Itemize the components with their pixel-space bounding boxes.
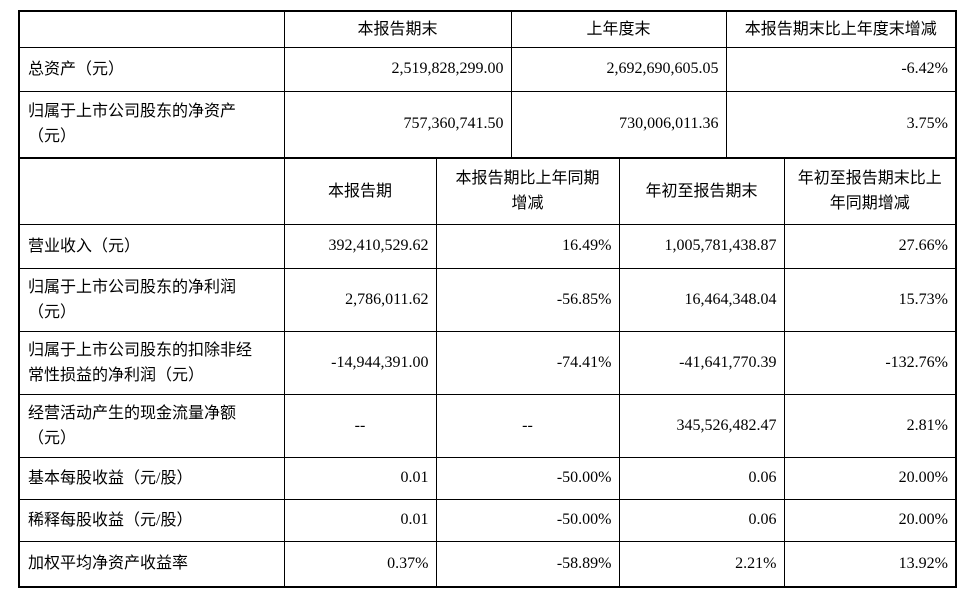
value-cell: 730,006,011.36 bbox=[510, 90, 727, 158]
value-cell: 15.73% bbox=[783, 267, 957, 332]
value-cell: -41,641,770.39 bbox=[618, 330, 785, 395]
value-cell: 757,360,741.50 bbox=[283, 90, 512, 158]
value-cell: 13.92% bbox=[783, 540, 957, 588]
value-cell: 20.00% bbox=[783, 498, 957, 542]
value-cell: 0.06 bbox=[618, 456, 785, 500]
value-cell: 16,464,348.04 bbox=[618, 267, 785, 332]
table-row-total-assets: 总资产（元） 2,519,828,299.00 2,692,690,605.05… bbox=[18, 46, 957, 92]
table-row-operating-revenue: 营业收入（元） 392,410,529.62 16.49% 1,005,781,… bbox=[18, 223, 957, 269]
table-header-row: 本报告期末 上年度末 本报告期末比上年度末增减 bbox=[18, 10, 957, 48]
reporting-period-table: 本报告期 本报告期比上年同期 增减 年初至报告期末 年初至报告期末比上 年同期增… bbox=[18, 157, 957, 588]
row-label: 稀释每股收益（元/股） bbox=[18, 498, 285, 542]
table-row-weighted-avg-roe: 加权平均净资产收益率 0.37% -58.89% 2.21% 13.92% bbox=[18, 540, 957, 588]
value-cell: -58.89% bbox=[435, 540, 620, 588]
value-cell: 20.00% bbox=[783, 456, 957, 500]
period-end-summary-table: 本报告期末 上年度末 本报告期末比上年度末增减 总资产（元） 2,519,828… bbox=[18, 10, 957, 158]
row-label: 总资产（元） bbox=[18, 46, 285, 92]
column-header-year-to-date: 年初至报告期末 bbox=[618, 157, 785, 225]
value-cell: -6.42% bbox=[725, 46, 957, 92]
value-cell: 2,786,011.62 bbox=[283, 267, 437, 332]
value-cell: 16.49% bbox=[435, 223, 620, 269]
table-row-net-profit: 归属于上市公司股东的净利润 （元） 2,786,011.62 -56.85% 1… bbox=[18, 267, 957, 332]
column-header-prior-year-end: 上年度末 bbox=[510, 10, 727, 48]
column-header-current-period: 本报告期 bbox=[283, 157, 437, 225]
value-cell: 2,692,690,605.05 bbox=[510, 46, 727, 92]
table-row-basic-eps: 基本每股收益（元/股） 0.01 -50.00% 0.06 20.00% bbox=[18, 456, 957, 500]
row-label: 经营活动产生的现金流量净额 （元） bbox=[18, 393, 285, 458]
value-cell: 2.21% bbox=[618, 540, 785, 588]
value-cell: 3.75% bbox=[725, 90, 957, 158]
corner-empty-cell bbox=[18, 157, 285, 225]
row-label: 营业收入（元） bbox=[18, 223, 285, 269]
table-row-operating-cash-flow: 经营活动产生的现金流量净额 （元） -- -- 345,526,482.47 2… bbox=[18, 393, 957, 458]
value-cell: 392,410,529.62 bbox=[283, 223, 437, 269]
value-cell: 0.37% bbox=[283, 540, 437, 588]
corner-empty-cell bbox=[18, 10, 285, 48]
column-header-change-vs-prior-year-end: 本报告期末比上年度末增减 bbox=[725, 10, 957, 48]
value-cell: 27.66% bbox=[783, 223, 957, 269]
table-row-net-profit-excl-nonrecurring: 归属于上市公司股东的扣除非经 常性损益的净利润（元） -14,944,391.0… bbox=[18, 330, 957, 395]
value-cell: -56.85% bbox=[435, 267, 620, 332]
value-cell: -50.00% bbox=[435, 498, 620, 542]
value-cell: 2.81% bbox=[783, 393, 957, 458]
value-cell: 0.01 bbox=[283, 498, 437, 542]
value-cell: 2,519,828,299.00 bbox=[283, 46, 512, 92]
value-cell: 345,526,482.47 bbox=[618, 393, 785, 458]
value-cell: -74.41% bbox=[435, 330, 620, 395]
value-cell: -50.00% bbox=[435, 456, 620, 500]
table-row-net-assets: 归属于上市公司股东的净资产 （元） 757,360,741.50 730,006… bbox=[18, 90, 957, 158]
value-cell: 0.06 bbox=[618, 498, 785, 542]
column-header-current-period-end: 本报告期末 bbox=[283, 10, 512, 48]
column-header-ytd-change-vs-same-period: 年初至报告期末比上 年同期增减 bbox=[783, 157, 957, 225]
value-cell: -132.76% bbox=[783, 330, 957, 395]
table-row-diluted-eps: 稀释每股收益（元/股） 0.01 -50.00% 0.06 20.00% bbox=[18, 498, 957, 542]
row-label: 归属于上市公司股东的扣除非经 常性损益的净利润（元） bbox=[18, 330, 285, 395]
value-cell: -- bbox=[283, 393, 437, 458]
row-label: 归属于上市公司股东的净资产 （元） bbox=[18, 90, 285, 158]
value-cell: 1,005,781,438.87 bbox=[618, 223, 785, 269]
row-label: 归属于上市公司股东的净利润 （元） bbox=[18, 267, 285, 332]
row-label: 基本每股收益（元/股） bbox=[18, 456, 285, 500]
value-cell: -- bbox=[435, 393, 620, 458]
value-cell: 0.01 bbox=[283, 456, 437, 500]
column-header-change-vs-same-period: 本报告期比上年同期 增减 bbox=[435, 157, 620, 225]
value-cell: -14,944,391.00 bbox=[283, 330, 437, 395]
row-label: 加权平均净资产收益率 bbox=[18, 540, 285, 588]
table-header-row: 本报告期 本报告期比上年同期 增减 年初至报告期末 年初至报告期末比上 年同期增… bbox=[18, 157, 957, 225]
